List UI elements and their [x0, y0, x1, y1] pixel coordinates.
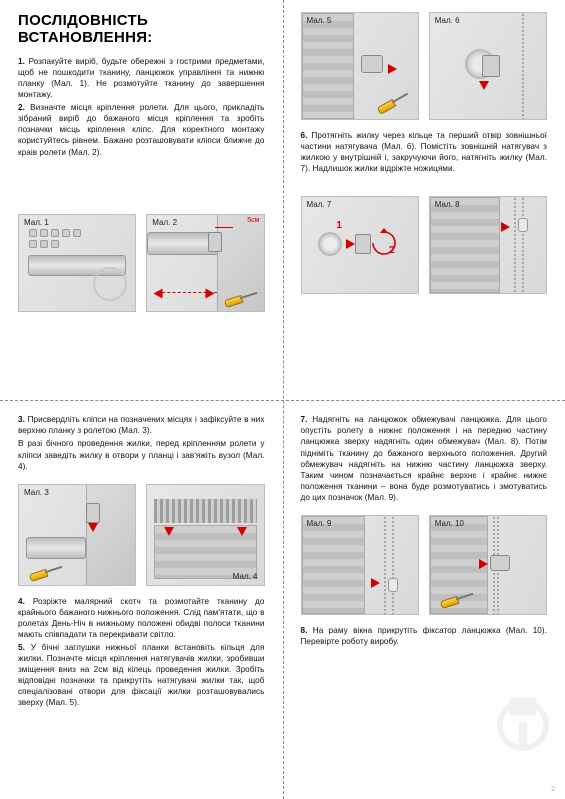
- figure-1-label: Мал. 1: [24, 218, 49, 227]
- figure-row-5-6: Мал. 5 Мал. 6: [301, 12, 548, 120]
- step-2-num: 2.: [18, 103, 25, 112]
- step-7: 7. Надягніть на ланцюжок обмежувачі ланц…: [301, 414, 548, 503]
- step-7-text: Надягніть на ланцюжок обмежувачі ланцюжк…: [301, 415, 548, 501]
- step-1-num: 1.: [18, 57, 25, 66]
- figure-8-label: Мал. 8: [435, 200, 460, 209]
- step-8-num: 8.: [301, 626, 308, 635]
- figure-7-label: Мал. 7: [307, 200, 332, 209]
- step-2: 2. Визначте місця кріплення ролети. Для …: [18, 102, 265, 157]
- figure-row-7-8: Мал. 7 1 2 Мал. 8: [301, 196, 548, 294]
- step-3-text: Присвердліть кліпси на позначених місцях…: [18, 415, 265, 435]
- figure-5-label: Мал. 5: [307, 16, 332, 25]
- quadrant-bottom-right: 7. Надягніть на ланцюжок обмежувачі ланц…: [283, 402, 565, 799]
- figure-1: Мал. 1: [18, 214, 136, 312]
- quadrant-bottom-left: 3. Присвердліть кліпси на позначених міс…: [0, 402, 283, 799]
- step-6: 6. Протягніть жилку через кільце та перш…: [301, 130, 548, 174]
- figure-8: Мал. 8: [429, 196, 547, 294]
- figure-4-label: Мал. 4: [233, 572, 258, 581]
- step-6-text: Протягніть жилку через кільце та перший …: [301, 131, 548, 173]
- figure-6-label: Мал. 6: [435, 16, 460, 25]
- figure-10: Мал. 10: [429, 515, 547, 615]
- figure-6: Мал. 6: [429, 12, 547, 120]
- step-8: 8. На раму вікна прикрутіть фіксатор лан…: [301, 625, 548, 647]
- figure-4: Мал. 4: [146, 484, 264, 586]
- step-4-num: 4.: [18, 597, 25, 606]
- figure-9: Мал. 9: [301, 515, 419, 615]
- main-heading: ПОСЛІДОВНІСТЬ ВСТАНОВЛЕННЯ:: [18, 12, 265, 46]
- step-4-text: Розріжте малярний скотч та розмотайте тк…: [18, 597, 265, 639]
- quadrant-top-right: Мал. 5 Мал. 6 6. Протягніть жилку через …: [283, 0, 565, 402]
- figure-5: Мал. 5: [301, 12, 419, 120]
- step-2-text: Визначте місця кріплення ролети. Для цьо…: [18, 103, 265, 156]
- quadrant-top-left: ПОСЛІДОВНІСТЬ ВСТАНОВЛЕННЯ: 1. Розпакуйт…: [0, 0, 283, 402]
- figure-2-label: Мал. 2: [152, 218, 177, 227]
- page-grid: ПОСЛІДОВНІСТЬ ВСТАНОВЛЕННЯ: 1. Розпакуйт…: [0, 0, 565, 799]
- watermark-icon: [489, 691, 557, 759]
- step-8-text: На раму вікна прикрутіть фіксатор ланцюж…: [301, 626, 548, 646]
- step-5-num: 5.: [18, 643, 25, 652]
- step-1: 1. Розпакуйте виріб, будьте обережні з г…: [18, 56, 265, 100]
- figure-row-3-4: Мал. 3 Мал. 4: [18, 484, 265, 586]
- step-4: 4. Розріжте малярний скотч та розмотайте…: [18, 596, 265, 640]
- step-3: 3. Присвердліть кліпси на позначених міс…: [18, 414, 265, 436]
- step-1-text: Розпакуйте виріб, будьте обережні з гост…: [18, 57, 265, 99]
- step-5-text: У бічні заглушки нижньої планки встанові…: [18, 643, 265, 707]
- step-3-num: 3.: [18, 415, 25, 424]
- rotate-arrow-icon: [369, 228, 399, 258]
- figure-2: Мал. 2 5см: [146, 214, 264, 312]
- step-3b-text: В разі бічного проведення жилки, перед к…: [18, 439, 265, 470]
- figure-3: Мал. 3: [18, 484, 136, 586]
- figure-2-dim: 5см: [247, 217, 259, 224]
- figure-3-label: Мал. 3: [24, 488, 49, 497]
- page-number: 2: [551, 786, 555, 793]
- step-6-num: 6.: [301, 131, 308, 140]
- red-number-1: 1: [336, 220, 342, 231]
- figure-row-9-10: Мал. 9 Мал. 10: [301, 515, 548, 615]
- figure-9-label: Мал. 9: [307, 519, 332, 528]
- step-3b: В разі бічного проведення жилки, перед к…: [18, 438, 265, 471]
- step-7-num: 7.: [301, 415, 308, 424]
- figure-row-1-2: Мал. 1 Мал. 2 5см: [18, 214, 265, 312]
- figure-10-label: Мал. 10: [435, 519, 464, 528]
- figure-7: Мал. 7 1 2: [301, 196, 419, 294]
- step-5: 5. У бічні заглушки нижньої планки встан…: [18, 642, 265, 708]
